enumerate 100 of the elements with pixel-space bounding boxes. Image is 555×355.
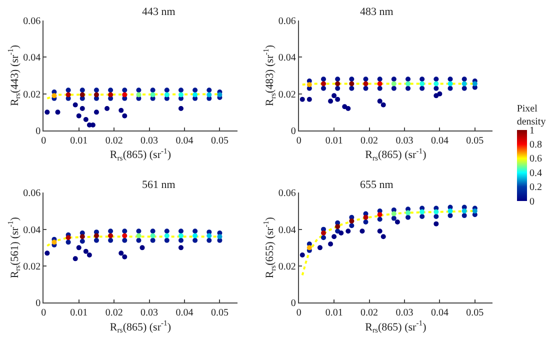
chart-title: 655 nm [360,179,394,191]
x-tick-label: 0.02 [360,136,378,147]
point [434,76,439,82]
point [437,91,442,96]
point [66,92,71,98]
point [80,106,85,112]
x-tick-label: 0.02 [105,136,123,147]
point [150,88,156,93]
y-tick-label: 0.04 [278,52,296,64]
point [122,238,128,243]
point [406,76,411,82]
point [122,254,128,260]
x-tick-label: 0.05 [466,136,484,147]
point [391,216,396,221]
point [94,233,99,238]
x-axis-title: R$_{rs}$(865) (sr$^{-1}$) [110,318,172,335]
point [317,245,322,250]
point [462,213,467,218]
point [380,102,386,108]
x-tick-label: 0.04 [430,308,448,319]
point [349,218,354,224]
point [122,113,128,118]
x-tick-label: 0.05 [466,308,484,319]
x-tick-label: 0.01 [325,136,343,147]
point [122,228,128,234]
point [321,230,326,236]
point [118,108,124,113]
point [332,93,337,98]
point [328,98,334,104]
point [86,252,92,258]
point [394,219,400,224]
point [108,233,114,238]
point [420,214,425,219]
point [76,245,82,250]
point [434,86,439,91]
point [363,214,368,220]
point [108,88,114,93]
point [346,106,351,112]
point [178,106,184,112]
x-tick-label: 0.04 [176,136,194,147]
point [164,233,170,238]
point [391,81,396,86]
point [66,240,71,245]
point [206,233,212,238]
point [380,234,386,240]
y-tick-label: 0.02 [23,89,41,100]
point [66,235,71,240]
point [377,228,382,234]
point [434,81,439,86]
point [321,81,326,86]
point [150,238,156,243]
x-tick-label: 0.05 [210,308,228,319]
x-tick-label: 0.04 [176,308,194,319]
point [360,228,365,234]
point [150,92,156,98]
point [76,113,82,118]
point [178,92,184,98]
point [72,256,78,262]
point [80,238,85,244]
point [434,221,439,226]
point [462,86,467,91]
x-tick-label: 0.01 [70,308,88,319]
point [448,76,453,82]
point [391,211,396,216]
point [377,98,382,104]
x-axis-title: R$_{rs}$(865) (sr$^{-1}$) [110,146,172,162]
color-bar-label: 0.4 [530,168,542,179]
color-bar-label: 0.8 [530,140,542,150]
point [122,88,128,93]
point [306,245,312,250]
point [44,110,50,115]
chart-title: 443 nm [142,6,176,18]
point [420,81,425,86]
point [420,76,425,82]
point [150,233,156,238]
x-tick-label: 0.03 [140,136,158,147]
point [136,233,142,238]
x-tick-label: 0.03 [396,308,414,319]
point [335,96,340,102]
point [80,88,85,93]
point [80,92,85,98]
x-tick-label: 0.02 [105,308,123,319]
point [448,86,453,91]
color-bar-label: 0 [530,196,534,208]
y-tick-label: 0.04 [278,224,296,236]
point [377,216,382,222]
point [94,238,99,243]
point [406,81,411,86]
point [420,86,425,91]
point [217,234,222,240]
point [448,81,453,86]
point [104,106,110,112]
point [206,88,212,93]
point [346,228,351,234]
point [164,92,170,98]
point [206,92,212,98]
y-tick-label: 0.02 [23,262,41,273]
y-tick-label: 0 [36,126,41,138]
point [462,208,467,214]
point [136,238,142,243]
